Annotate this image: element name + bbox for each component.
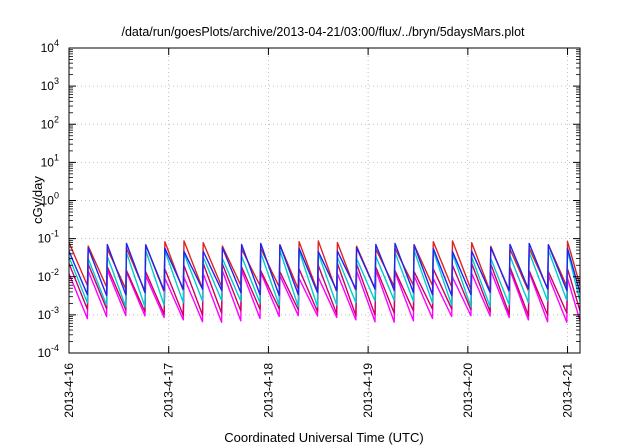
y-tick-label: 101 [41,152,59,169]
y-axis-label: cGy/day [30,176,45,224]
series-line [69,269,580,323]
chart-title: /data/run/goesPlots/archive/2013-04-21/0… [121,25,525,39]
x-tick-label: 2013-4-16 [62,363,76,418]
x-tick-label: 2013-4-18 [261,363,275,418]
x-tick-label: 2013-4-21 [561,363,575,418]
x-tick-label: 2013-4-20 [461,363,475,418]
y-tick-label: 10-3 [38,305,59,322]
y-tick-label: 10-2 [38,267,59,284]
y-axis-ticks: 10-4 10-3 10-2 10-1 100 101 102 103 104 [38,38,580,360]
y-tick-label: 10-4 [38,343,59,360]
y-tick-label: 100 [41,191,59,208]
x-axis-ticks: 2013-4-16 2013-4-17 2013-4-18 2013-4-19 2013… [62,48,575,418]
x-tick-label: 2013-4-19 [361,363,375,418]
y-tick-label: 10-1 [38,229,59,246]
series-line [69,249,580,308]
grid [69,48,580,353]
y-tick-label: 103 [41,76,59,93]
y-tick-label: 104 [41,38,59,55]
x-tick-label: 2013-4-17 [162,363,176,418]
y-tick-label: 102 [41,114,59,131]
x-axis-label: Coordinated Universal Time (UTC) [224,430,423,445]
series-lines [69,240,580,323]
series-line [69,262,580,317]
series-line [69,242,580,297]
